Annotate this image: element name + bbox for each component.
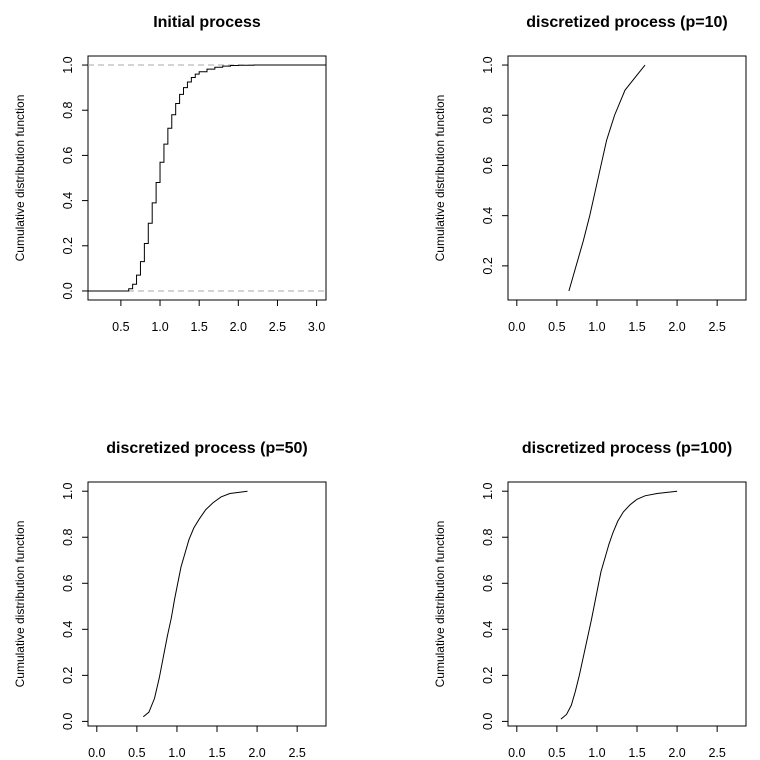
cdf-line-1 [142, 490, 248, 718]
x-tick-label: 2.0 [230, 320, 247, 334]
x-tick-label: 1.5 [208, 746, 225, 760]
y-tick-label: 0.2 [61, 667, 75, 684]
y-tick-label: 1.0 [481, 56, 495, 73]
chart-title: discretized process (p=50) [106, 440, 307, 457]
x-tick-label: 2.5 [269, 320, 286, 334]
x-tick-label: 2.0 [248, 746, 265, 760]
y-tick-label: 0.6 [481, 575, 495, 592]
plot-frame [507, 481, 747, 727]
x-tick-label: 0.5 [128, 746, 145, 760]
chart-panel-3: discretized process (p=50) 0.0 0.5 1.0 1.5 2.… [13, 440, 327, 760]
y-tick-label: 0.4 [61, 192, 75, 209]
chart-panel-1: Initial process 0.5 1.0 1.5 2.0 2.5 3.0 0.0 0.2 0… [13, 14, 327, 334]
y-axis-label: Cumulative distribution function [13, 95, 27, 262]
x-tick-label: 1.0 [588, 746, 605, 760]
x-tick-label: 0.0 [508, 320, 525, 334]
y-tick-label: 0.2 [481, 257, 495, 274]
x-tick-label: 1.0 [168, 746, 185, 760]
x-tick-label: 0.0 [88, 746, 105, 760]
y-tick-label: 0.8 [61, 529, 75, 546]
y-tick-label: 1.0 [481, 482, 495, 499]
y-tick-label: 0.4 [61, 621, 75, 638]
chart-title: discretized process (p=100) [522, 440, 732, 457]
x-tick-label: 2.5 [288, 746, 305, 760]
x-tick-label: 2.0 [668, 320, 685, 334]
y-tick-label: 0.8 [481, 529, 495, 546]
x-tick-label: 2.0 [668, 746, 685, 760]
x-tick-label: 0.0 [508, 746, 525, 760]
y-tick-label: 0.2 [61, 237, 75, 254]
chart-title: discretized process (p=10) [526, 14, 727, 31]
x-tick-label: 3.0 [308, 320, 325, 334]
y-tick-label: 0.8 [61, 101, 75, 118]
plot-frame [507, 55, 747, 301]
x-tick-label: 2.5 [708, 746, 725, 760]
y-axis-label: Cumulative distribution function [13, 521, 27, 688]
y-tick-label: 0.6 [61, 575, 75, 592]
y-tick-label: 0.4 [481, 621, 495, 638]
x-tick-label: 2.5 [708, 320, 725, 334]
y-tick-label: 0.8 [481, 107, 495, 124]
y-tick-label: 1.0 [61, 56, 75, 73]
x-tick-label: 0.5 [548, 746, 565, 760]
y-axis-label: Cumulative distribution function [433, 521, 447, 688]
y-tick-label: 0.2 [481, 667, 495, 684]
y-tick-label: 0.0 [61, 713, 75, 730]
chart-title: Initial process [153, 14, 261, 31]
x-tick-label: 1.5 [628, 320, 645, 334]
x-tick-label: 1.5 [628, 746, 645, 760]
cdf-line-1 [560, 490, 678, 720]
x-tick-label: 0.5 [112, 320, 129, 334]
x-tick-label: 0.5 [548, 320, 565, 334]
cdf-line-1 [88, 64, 326, 292]
x-tick-label: 1.0 [151, 320, 168, 334]
y-tick-label: 0.6 [61, 147, 75, 164]
chart-panel-2: discretized process (p=10) 0.0 0.5 1.0 1.5 2.… [433, 14, 747, 334]
y-tick-label: 1.0 [61, 482, 75, 499]
chart-panel-4: discretized process (p=100) 0.0 0.5 1.0 1.5 2… [433, 440, 747, 760]
cdf-line-1 [568, 64, 646, 292]
x-tick-label: 1.0 [588, 320, 605, 334]
y-tick-label: 0.0 [481, 713, 495, 730]
y-tick-label: 0.6 [481, 157, 495, 174]
y-tick-label: 0.0 [61, 282, 75, 299]
y-axis-label: Cumulative distribution function [433, 95, 447, 262]
plot-frame [87, 55, 327, 301]
x-tick-label: 1.5 [190, 320, 207, 334]
plot-frame [87, 481, 327, 727]
y-tick-label: 0.4 [481, 207, 495, 224]
